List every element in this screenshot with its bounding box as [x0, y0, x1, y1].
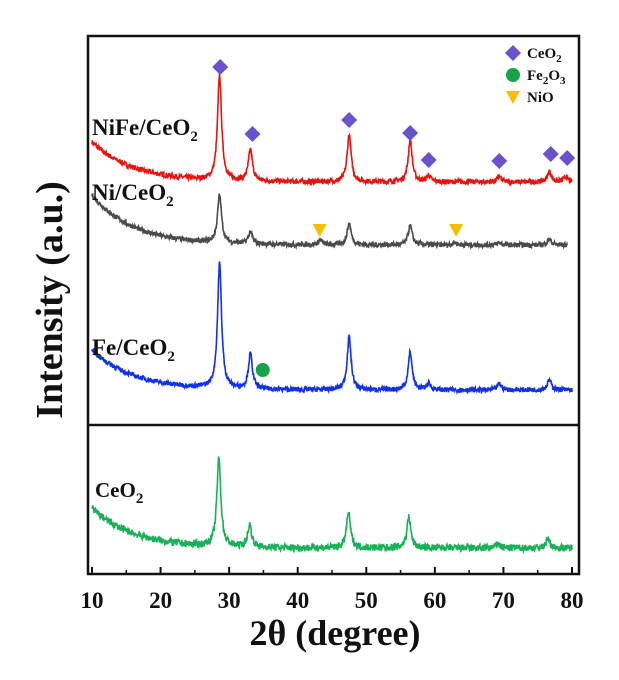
series-nife-ceo2 — [91, 73, 573, 187]
x-tick-label: 70 — [492, 588, 515, 613]
x-tick-label: 20 — [149, 588, 172, 613]
legend-label: CeO2 — [527, 46, 562, 65]
ceo2-diamond-marker — [542, 146, 559, 162]
ceo2-diamond-marker — [559, 150, 576, 166]
ceo2-diamond-marker — [420, 152, 437, 168]
series-fe-ceo2 — [91, 261, 573, 396]
series-ni-ceo2 — [91, 193, 568, 251]
y-axis-label: Intensity (a.u.) — [29, 181, 71, 419]
series-label: Ni/CeO2 — [92, 180, 174, 210]
x-tick-label: 30 — [218, 588, 241, 613]
series-ceo2 — [91, 456, 573, 555]
legend-triangle-icon — [506, 91, 520, 104]
x-tick-label: 80 — [561, 588, 584, 613]
ceo2-diamond-marker — [402, 125, 419, 141]
plot-frame — [86, 34, 581, 576]
x-axis-label: 2θ (degree) — [249, 613, 420, 653]
legend-diamond-icon — [505, 45, 521, 61]
ceo2-diamond-marker — [212, 59, 229, 75]
fe2o3-circle-marker — [255, 363, 270, 377]
series-label: NiFe/CeO2 — [92, 115, 198, 145]
legend-label: NiO — [527, 90, 554, 106]
x-tick-label: 10 — [81, 588, 104, 613]
series-label: Fe/CeO2 — [92, 335, 175, 365]
series-label: CeO2 — [95, 478, 143, 507]
nio-triangle-marker — [312, 224, 327, 237]
x-tick-label: 60 — [423, 588, 446, 613]
legend-circle-icon — [506, 68, 520, 82]
nio-triangle-marker — [449, 224, 464, 237]
x-tick-label: 50 — [355, 588, 378, 613]
x-tick-label: 40 — [286, 588, 309, 613]
ceo2-diamond-marker — [341, 112, 358, 128]
ceo2-diamond-marker — [244, 126, 261, 142]
ceo2-diamond-marker — [491, 153, 508, 169]
legend-label: Fe2O3 — [527, 68, 566, 87]
